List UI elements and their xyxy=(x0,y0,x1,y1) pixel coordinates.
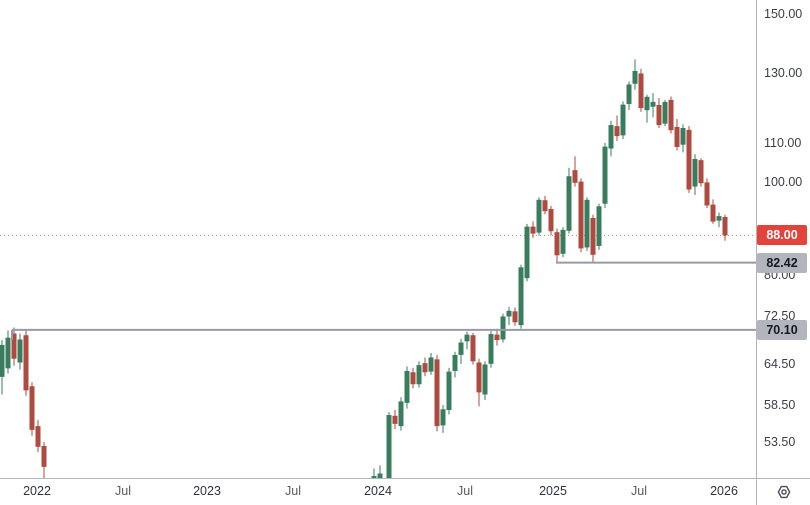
candle-body xyxy=(722,217,728,236)
candle-body xyxy=(428,357,434,372)
candle-body xyxy=(392,415,398,424)
price-tick-label: 53.50 xyxy=(764,435,796,450)
time-tick-label: Jul xyxy=(631,484,647,498)
time-axis-border xyxy=(0,478,810,479)
candle-body xyxy=(5,337,11,369)
candle-body xyxy=(656,104,662,126)
candle-body xyxy=(518,267,524,326)
price-axis-border xyxy=(756,0,757,505)
candle-body xyxy=(674,126,680,148)
candle-body xyxy=(578,181,584,249)
candle-body xyxy=(422,363,428,373)
candle-body xyxy=(470,335,476,362)
candle-body xyxy=(377,473,383,478)
price-tick-label: 58.50 xyxy=(764,397,796,412)
candle-body xyxy=(548,208,554,232)
candle-body xyxy=(698,160,704,184)
candle-body xyxy=(554,232,560,256)
time-axis[interactable]: 2022 Jul 2023 Jul 2024 Jul 2025 Jul 2026 xyxy=(0,479,756,505)
candle-body xyxy=(644,96,650,111)
candle-body xyxy=(614,126,620,137)
candle-body xyxy=(704,182,710,206)
candle-body xyxy=(440,409,446,426)
candle-body xyxy=(29,386,35,430)
candle-body xyxy=(710,204,716,222)
candle-body xyxy=(512,311,518,323)
candle-body xyxy=(596,206,602,246)
candle-body xyxy=(572,170,578,183)
candle-body xyxy=(662,101,668,124)
candle-body xyxy=(404,370,410,403)
time-tick-label: 2025 xyxy=(539,484,567,498)
candle-body xyxy=(650,101,656,107)
candle-body xyxy=(434,359,440,427)
candle-body xyxy=(464,334,470,342)
time-tick-label: Jul xyxy=(285,484,301,498)
candle-body xyxy=(638,73,644,109)
candle-body xyxy=(566,176,572,231)
candle-body xyxy=(494,334,500,341)
price-tick-label: 72.50 xyxy=(764,308,796,323)
price-tick-label: 100.00 xyxy=(764,175,803,190)
candle-body xyxy=(23,335,29,391)
candle-body xyxy=(626,84,632,104)
candle-body xyxy=(386,415,392,478)
candle-body xyxy=(17,339,23,363)
candle-body xyxy=(530,226,536,234)
time-tick-label: 2026 xyxy=(710,484,738,498)
candle-body xyxy=(506,310,512,317)
candle-body xyxy=(452,354,458,371)
candle-body xyxy=(716,216,722,221)
time-tick-label: Jul xyxy=(457,484,473,498)
price-tick-label: 64.50 xyxy=(764,357,796,372)
candle-body xyxy=(458,342,464,355)
candle-body xyxy=(608,125,614,149)
time-tick-label: 2022 xyxy=(23,484,51,498)
candle-body xyxy=(542,200,548,212)
candle-body xyxy=(476,362,482,393)
candle-body xyxy=(35,426,41,447)
level-price-label: 70.10 xyxy=(757,319,807,340)
gear-icon xyxy=(777,485,790,499)
price-scale-settings-button[interactable] xyxy=(757,479,810,505)
time-tick-label: Jul xyxy=(115,484,131,498)
candle-body xyxy=(482,364,488,395)
candle-body xyxy=(686,129,692,190)
candle-body xyxy=(680,127,686,145)
candle-body xyxy=(416,365,422,385)
candle-body xyxy=(602,146,608,204)
candle-body xyxy=(692,158,698,187)
candle-body xyxy=(590,217,596,255)
candle-body xyxy=(410,372,416,385)
candle-body xyxy=(371,476,377,478)
candle-body xyxy=(41,445,47,467)
price-axis[interactable]: 82.42 70.10 88.00 150.00 130.00 110.00 100.… xyxy=(757,0,810,478)
candle-body xyxy=(620,104,626,136)
level-price-label: 82.42 xyxy=(757,252,807,273)
candle-body xyxy=(668,99,674,131)
candlestick-pane[interactable] xyxy=(0,0,756,478)
candle-body xyxy=(0,344,5,377)
candle-body xyxy=(11,333,17,359)
candle-body xyxy=(500,316,506,340)
candle-body xyxy=(446,371,452,410)
current-price-label: 88.00 xyxy=(757,225,807,246)
candle-body xyxy=(488,334,494,364)
candle-body xyxy=(524,226,530,279)
candle-body xyxy=(632,70,638,84)
time-tick-label: 2023 xyxy=(193,484,221,498)
candle-body xyxy=(560,229,566,254)
price-tick-label: 130.00 xyxy=(764,66,803,81)
price-tick-label: 110.00 xyxy=(764,135,802,150)
candle-body xyxy=(398,401,404,427)
time-tick-label: 2024 xyxy=(364,484,392,498)
candle-body xyxy=(536,199,542,233)
candle-body xyxy=(584,199,590,248)
price-tick-label: 150.00 xyxy=(764,7,803,22)
